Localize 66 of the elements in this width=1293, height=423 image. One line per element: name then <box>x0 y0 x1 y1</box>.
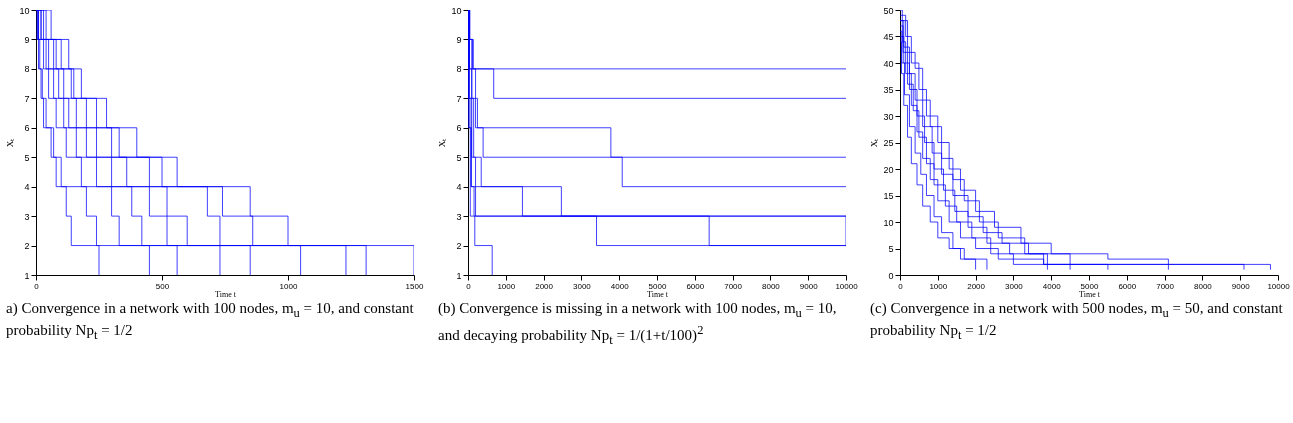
y-tick-label: 1 <box>456 270 462 281</box>
x-tick-label: 3000 <box>573 281 592 291</box>
x-axis-title: Time t <box>647 289 669 299</box>
y-tick-label: 45 <box>883 32 894 42</box>
x-tick-label: 0 <box>898 281 904 291</box>
x-tick-label: 1000 <box>279 281 298 291</box>
y-tick-label: 5 <box>24 152 30 163</box>
y-tick-label: 7 <box>456 93 462 104</box>
y-tick-label: 10 <box>19 5 30 16</box>
y-tick-label: 3 <box>24 211 30 222</box>
y-tick-label: 25 <box>883 138 894 148</box>
x-tick-label: 7000 <box>724 281 743 291</box>
x-tick-label: 6000 <box>1118 281 1137 291</box>
y-tick-label: 40 <box>883 58 894 69</box>
y-tick-label: 3 <box>456 211 462 222</box>
x-tick-label: 3000 <box>1005 281 1024 291</box>
x-tick-label: 0 <box>466 281 472 291</box>
y-tick-label: 30 <box>883 111 894 122</box>
x-tick-label: 0 <box>34 281 40 291</box>
text: (c) Convergence in a network with 500 nodes, m$_{u}$ = 50, and constant probability Np$_{t}$ = 1/2 <box>870 300 1283 342</box>
x-tick-label: 8000 <box>1194 281 1213 291</box>
x-tick-label: 4000 <box>1042 281 1062 291</box>
y-tick-label: 50 <box>883 5 894 16</box>
y-tick-label: 0 <box>888 270 894 281</box>
x-tick-label: 500 <box>155 281 170 291</box>
x-tick-label: 1000 <box>497 281 516 291</box>
x-tick-label: 1500 <box>405 281 424 291</box>
text: a) Convergence in a network with 100 nodes, m$_{u}$ = 10, and constant probability Np$_{t}$ = 1/2 <box>6 300 414 342</box>
x-tick-label: 2000 <box>535 281 554 291</box>
y-tick-label: 6 <box>456 123 462 134</box>
y-tick-label: 15 <box>883 191 894 201</box>
x-tick-label: 2000 <box>967 281 986 291</box>
y-tick-label: 8 <box>456 64 462 75</box>
x-tick-label: 1000 <box>929 281 948 291</box>
y-axis-title: Xₜ <box>437 138 448 148</box>
x-tick-label: 7000 <box>1156 281 1175 291</box>
x-axis-title: Time t <box>215 289 237 299</box>
y-tick-label: 9 <box>456 34 462 45</box>
y-tick-label: 1 <box>24 270 30 281</box>
x-axis-title: Time t <box>1079 289 1101 299</box>
y-tick-label: 6 <box>24 123 30 134</box>
y-tick-label: 2 <box>456 241 462 252</box>
x-tick-label: 5000 <box>648 281 667 291</box>
y-tick-label: 4 <box>456 182 462 193</box>
y-tick-label: 10 <box>451 5 462 16</box>
y-tick-label: 2 <box>24 241 30 252</box>
x-tick-label: 5000 <box>1080 281 1099 291</box>
y-tick-label: 9 <box>24 34 30 45</box>
y-tick-label: 5 <box>888 244 894 254</box>
x-tick-label: 9000 <box>1231 281 1251 291</box>
y-tick-label: 10 <box>883 217 894 228</box>
y-tick-label: 7 <box>24 93 30 104</box>
y-tick-label: 35 <box>883 85 894 95</box>
x-tick-label: 10000 <box>1267 281 1291 291</box>
x-tick-label: 8000 <box>762 281 781 291</box>
x-tick-label: 10000 <box>835 281 859 291</box>
x-tick-label: 9000 <box>799 281 819 291</box>
y-tick-label: 4 <box>24 182 30 193</box>
x-tick-label: 4000 <box>610 281 630 291</box>
y-tick-label: 5 <box>456 152 462 163</box>
y-axis-title: Xₜ <box>869 138 880 148</box>
text: (b) Convergence is missing in a network with 100 nodes, m$_{u}$ = 10, and decaying probability Np$_{t}$ = 1/(1+t/100)$^{2}$ <box>438 300 837 347</box>
y-tick-label: 8 <box>24 64 30 75</box>
y-tick-label: 20 <box>883 164 894 175</box>
x-tick-label: 6000 <box>686 281 705 291</box>
y-axis-title: Xₜ <box>5 138 16 148</box>
